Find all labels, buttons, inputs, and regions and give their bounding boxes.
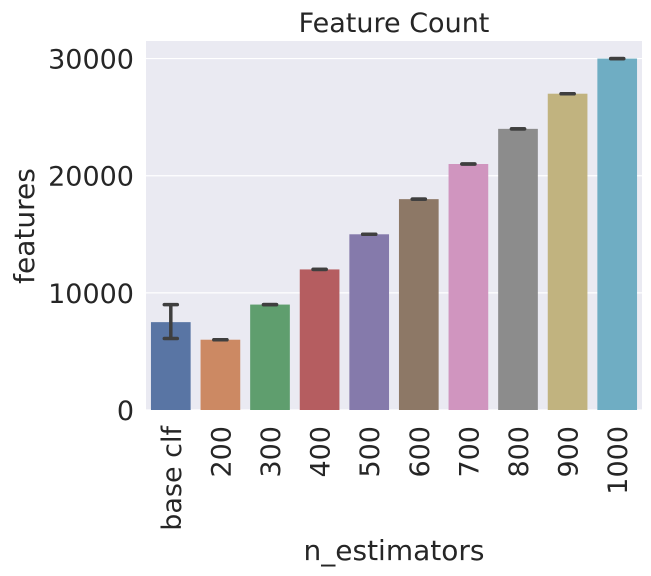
x-tick-label: 500 [355,426,386,478]
x-tick-label: 700 [454,426,485,478]
bar [498,128,538,410]
x-tick-label: 600 [405,426,436,478]
bars [150,58,638,410]
x-tick-label: 900 [554,426,585,478]
x-tick-label: 800 [504,426,535,478]
y-tick-label: 0 [117,396,134,427]
x-tick-label: base clf [157,425,188,531]
x-tick-label: 300 [256,426,287,478]
x-tick-label: 400 [306,426,337,478]
chart-title: Feature Count [299,8,490,39]
y-axis-label: features [8,168,41,284]
y-tick-labels: 0 10000 20000 30000 [48,45,134,427]
x-tick-labels: base clf 200 300 400 500 600 700 800 900 1000 [157,425,634,531]
bar [448,164,489,410]
bar [398,199,439,410]
y-tick-label: 10000 [48,279,134,310]
x-tick-label: 200 [206,426,237,478]
bar [250,304,290,410]
bar [299,269,340,410]
error-bars [162,56,626,342]
bar [200,339,241,410]
bar [597,58,638,410]
y-tick-label: 20000 [48,162,134,193]
bar [349,234,390,410]
x-tick-label: 1000 [603,426,634,495]
y-tick-label: 30000 [48,45,134,76]
x-axis-label: n_estimators [304,534,485,567]
bar [547,93,588,410]
